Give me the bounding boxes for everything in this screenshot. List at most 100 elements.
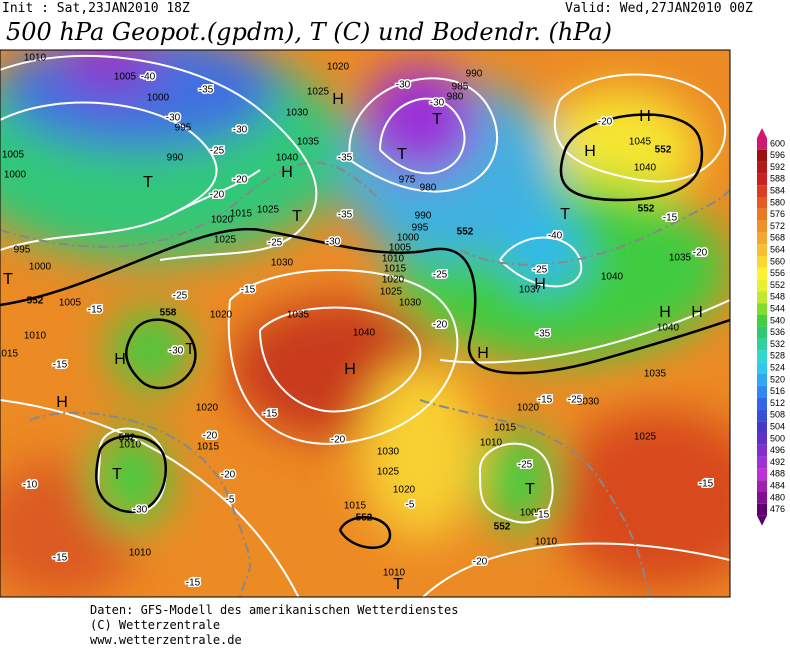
colorbar-label: 580: [770, 197, 785, 207]
pressure-center: H: [332, 91, 344, 108]
552-contour: [0, 113, 730, 549]
colorbar-label: 528: [770, 351, 785, 361]
isobar-label: 1005: [114, 72, 137, 83]
isobar-label: 1035: [297, 137, 320, 148]
temperature-label: -35: [199, 85, 214, 96]
height-label: 552: [119, 433, 136, 444]
temperature-label: -20: [210, 190, 225, 201]
isobar-label: 1000: [4, 170, 27, 181]
colorbar-cell: [757, 232, 767, 245]
isobar-label: 985: [452, 82, 469, 93]
isobars: [0, 54, 730, 597]
temperature-label: -10: [23, 480, 38, 491]
isobar-label: 1040: [353, 328, 376, 339]
colorbar-label: 592: [770, 162, 785, 172]
temperature-label: -25: [210, 146, 225, 157]
colorbar-cell: [757, 397, 767, 410]
temperature-label: -30: [430, 98, 445, 109]
isobar-label: 975: [399, 175, 416, 186]
colorbar-cell: [757, 350, 767, 363]
pressure-center: T: [3, 271, 13, 288]
isobar-label: 1030: [377, 447, 400, 458]
colorbar-cell: [757, 385, 767, 398]
colorbar-label: 516: [770, 386, 785, 396]
colorbar-label: 484: [770, 480, 785, 490]
isobar-label: 1025: [307, 87, 330, 98]
temperature-label: -25: [533, 265, 548, 276]
colorbar-label: 488: [770, 469, 785, 479]
temperature-label: -20: [221, 470, 236, 481]
isobar-label: 1020: [327, 62, 350, 73]
pressure-center: H: [639, 108, 651, 125]
temperature-label: -35: [338, 153, 353, 164]
colorbar-cell: [757, 161, 767, 174]
temperature-label: -15: [186, 578, 201, 589]
colorbar-cell: [757, 173, 767, 186]
colorbar-top-cap: [757, 128, 767, 138]
isobar-label: 1020: [196, 403, 219, 414]
temperature-label: -30: [169, 346, 184, 357]
init-time: Init : Sat,23JAN2010 18Z: [2, 1, 190, 16]
colorbar-cell: [757, 409, 767, 422]
isobar-label: 1015: [344, 501, 367, 512]
isobar-label: 1010: [382, 254, 405, 265]
colorbar-cell: [757, 503, 767, 516]
isobar-label: 990: [167, 153, 184, 164]
isobar-label: 1000: [29, 262, 52, 273]
isobar-label: 1040: [276, 153, 299, 164]
isobar-label: 1010: [480, 438, 503, 449]
isobar-label: 1030: [577, 397, 600, 408]
colorbar-label: 480: [770, 492, 785, 502]
isobar-label: 980: [420, 183, 437, 194]
temperature-label: -5: [406, 500, 415, 511]
isobar-label: 1037: [519, 285, 542, 296]
temperature-label: -5: [226, 495, 235, 506]
isobar-label: 1020: [382, 275, 405, 286]
colorbar-label: 600: [770, 138, 785, 148]
temperature-label: -40: [548, 231, 563, 242]
temperature-label: -30: [326, 237, 341, 248]
isobar-label: 1015: [230, 209, 253, 220]
colorbar-label: 584: [770, 185, 785, 195]
isobar-label: 1015: [494, 423, 517, 434]
height-label: 552: [356, 513, 373, 524]
isobar-label: 1040: [634, 163, 657, 174]
isobar-label: 1020: [393, 485, 416, 496]
temperature-label: -15: [535, 510, 550, 521]
pressure-center: H: [477, 345, 489, 362]
pressure-center: H: [344, 361, 356, 378]
colorbar-label: 500: [770, 433, 785, 443]
colorbar-label: 568: [770, 233, 785, 243]
colorbar-cell: [757, 208, 767, 221]
pressure-center: T: [112, 466, 122, 483]
colorbar-cell: [757, 185, 767, 197]
temperature-label: -20: [473, 557, 488, 568]
temperature-label: -25: [568, 395, 583, 406]
colorbar-cell: [757, 256, 767, 268]
colorbar-cell: [757, 197, 767, 209]
temperature-label: -35: [536, 329, 551, 340]
isobar-label: 1045: [629, 137, 652, 148]
isobar-label: 1015: [384, 264, 407, 275]
pressure-center: H: [281, 164, 293, 181]
isobar-label: 995: [175, 123, 192, 134]
isobar-label: 995: [412, 223, 429, 234]
isobar-label: 1025: [257, 205, 280, 216]
temperature-label: -20: [693, 248, 708, 259]
colorbar-label: 512: [770, 398, 785, 408]
pressure-center: H: [659, 304, 671, 321]
pressure-center: H: [114, 351, 126, 368]
isobar-label: 1005: [59, 298, 82, 309]
colorbar-cell: [757, 468, 767, 481]
colorbar-cell: [757, 421, 767, 433]
colorbar-cell: [757, 138, 767, 150]
height-label: 552: [655, 145, 672, 156]
pressure-center: T: [185, 341, 195, 358]
footer-line: Daten: GFS-Modell des amerikanischen Wet…: [90, 603, 458, 617]
isobar-label: 1010: [119, 440, 142, 451]
colorbar-label: 504: [770, 421, 785, 431]
isobar-label: 1040: [601, 272, 624, 283]
footer-line: www.wetterzentrale.de: [90, 633, 242, 647]
isobar-label: 1000: [397, 233, 420, 244]
